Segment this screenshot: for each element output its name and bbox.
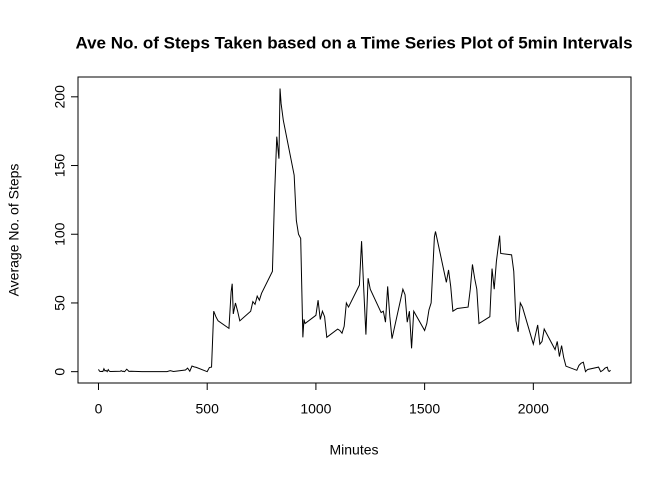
y-axis-label: Average No. of Steps — [6, 164, 22, 297]
x-tick-label: 1000 — [300, 401, 331, 417]
y-tick-label: 200 — [52, 85, 68, 109]
x-tick-label: 1500 — [409, 401, 440, 417]
series-line — [98, 88, 611, 373]
y-tick-label: 50 — [52, 295, 68, 311]
x-axis-label: Minutes — [329, 442, 378, 458]
y-tick-label: 0 — [52, 368, 68, 376]
chart-title: Ave No. of Steps Taken based on a Time S… — [75, 33, 632, 52]
x-tick-label: 500 — [196, 401, 220, 417]
x-tick-label: 2000 — [518, 401, 549, 417]
y-tick-label: 100 — [52, 222, 68, 246]
x-tick-label: 0 — [95, 401, 103, 417]
y-tick-label: 150 — [52, 154, 68, 178]
